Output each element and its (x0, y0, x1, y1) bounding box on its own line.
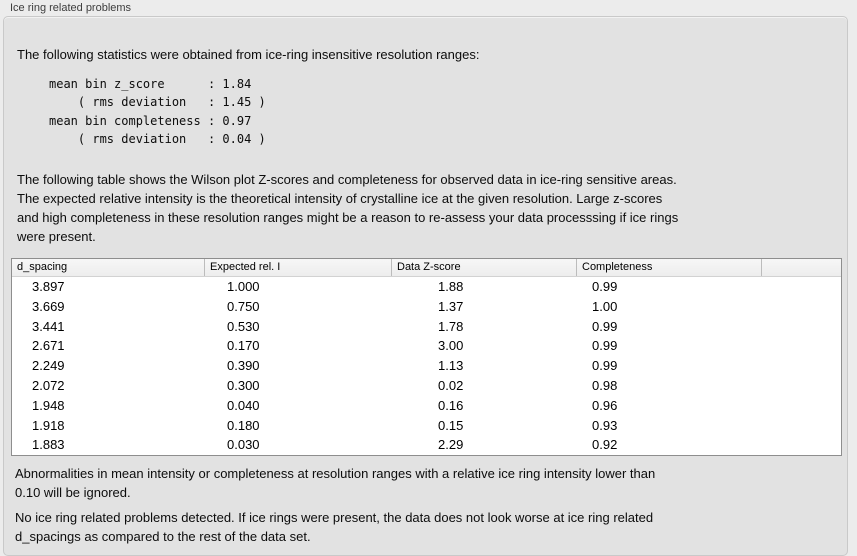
cell-completeness: 0.99 (592, 338, 618, 354)
cell-data-z-score: 1.13 (438, 358, 464, 374)
column-header-empty[interactable] (762, 259, 841, 276)
cell-expected-rel-i: 1.000 (227, 279, 260, 294)
cell-empty (762, 356, 841, 376)
cell-completeness: 0.98 (592, 377, 618, 393)
cell-completeness: 1.00 (592, 298, 618, 314)
cell-d-spacing: 2.249 (32, 358, 65, 374)
cell-data-z-score: 0.02 (438, 377, 464, 393)
table-description-text: The following table shows the Wilson plo… (17, 172, 679, 244)
cell-data-z-score: 3.00 (438, 338, 464, 354)
table-row[interactable]: 1.948 0.040 0.16 0.96 (12, 396, 841, 416)
cell-d-spacing: 3.441 (32, 318, 65, 334)
cell-data-z-score: 1.88 (438, 279, 464, 294)
cell-d-spacing: 1.918 (32, 417, 65, 433)
cell-empty (762, 376, 841, 396)
stats-block: mean bin z_score : 1.84 ( rms deviation … (49, 77, 266, 146)
table-header-row: d_spacing Expected rel. I Data Z-score C… (12, 259, 841, 277)
cell-d-spacing: 2.072 (32, 377, 65, 393)
cell-expected-rel-i: 0.530 (227, 318, 260, 334)
table-row[interactable]: 2.671 0.170 3.00 0.99 (12, 336, 841, 356)
table-row[interactable]: 3.441 0.530 1.78 0.99 (12, 317, 841, 337)
cell-empty (762, 277, 841, 297)
cell-d-spacing: 2.671 (32, 338, 65, 354)
ice-ring-table: d_spacing Expected rel. I Data Z-score C… (11, 258, 842, 457)
cell-expected-rel-i: 0.300 (227, 377, 260, 393)
cell-data-z-score: 0.15 (438, 417, 464, 433)
cell-empty (762, 396, 841, 416)
cell-empty (762, 416, 841, 436)
cell-d-spacing: 1.948 (32, 397, 65, 413)
cell-d-spacing: 3.897 (32, 279, 65, 294)
cell-data-z-score: 0.16 (438, 397, 464, 413)
column-header-d-spacing[interactable]: d_spacing (12, 259, 205, 276)
ice-ring-results-screen: Ice ring related problems The following … (3, 2, 848, 556)
cell-data-z-score: 1.37 (438, 298, 464, 314)
table-row[interactable]: 2.072 0.300 0.02 0.98 (12, 376, 841, 396)
cell-completeness: 0.92 (592, 437, 618, 453)
table-row[interactable]: 1.918 0.180 0.15 0.93 (12, 416, 841, 436)
column-header-data-z-score[interactable]: Data Z-score (392, 259, 577, 276)
panel-title: Ice ring related problems (10, 2, 132, 14)
cell-empty (762, 317, 841, 337)
cell-expected-rel-i: 0.170 (227, 338, 260, 354)
cell-expected-rel-i: 0.750 (227, 298, 260, 314)
cell-d-spacing: 1.883 (32, 437, 65, 453)
cell-empty (762, 336, 841, 356)
cell-completeness: 0.99 (592, 318, 618, 334)
cell-expected-rel-i: 0.390 (227, 358, 260, 374)
ice-ring-panel: The following statistics were obtained f… (3, 16, 848, 556)
cell-completeness: 0.99 (592, 358, 618, 374)
table-row[interactable]: 3.897 1.000 1.88 0.99 (12, 277, 841, 297)
cell-empty (762, 297, 841, 317)
cell-completeness: 0.99 (592, 279, 618, 294)
table-row[interactable]: 3.669 0.750 1.37 1.00 (12, 297, 841, 317)
cell-expected-rel-i: 0.030 (227, 437, 260, 453)
column-header-completeness[interactable]: Completeness (577, 259, 762, 276)
note-ignore-rule: Abnormalities in mean intensity or compl… (15, 466, 656, 500)
intro-text: The following statistics were obtained f… (17, 47, 480, 62)
cell-data-z-score: 2.29 (438, 437, 464, 453)
cell-expected-rel-i: 0.040 (227, 397, 260, 413)
cell-empty (762, 435, 841, 455)
column-header-expected-rel-i[interactable]: Expected rel. I (205, 259, 392, 276)
cell-expected-rel-i: 0.180 (227, 417, 260, 433)
note-conclusion: No ice ring related problems detected. I… (15, 510, 654, 544)
table-body: 3.897 1.000 1.88 0.99 3.669 0.750 1.37 1… (12, 277, 841, 456)
cell-d-spacing: 3.669 (32, 298, 65, 314)
cell-data-z-score: 1.78 (438, 318, 464, 334)
cell-completeness: 0.93 (592, 417, 618, 433)
table-row[interactable]: 1.883 0.030 2.29 0.92 (12, 435, 841, 455)
table-row[interactable]: 2.249 0.390 1.13 0.99 (12, 356, 841, 376)
cell-completeness: 0.96 (592, 397, 618, 413)
